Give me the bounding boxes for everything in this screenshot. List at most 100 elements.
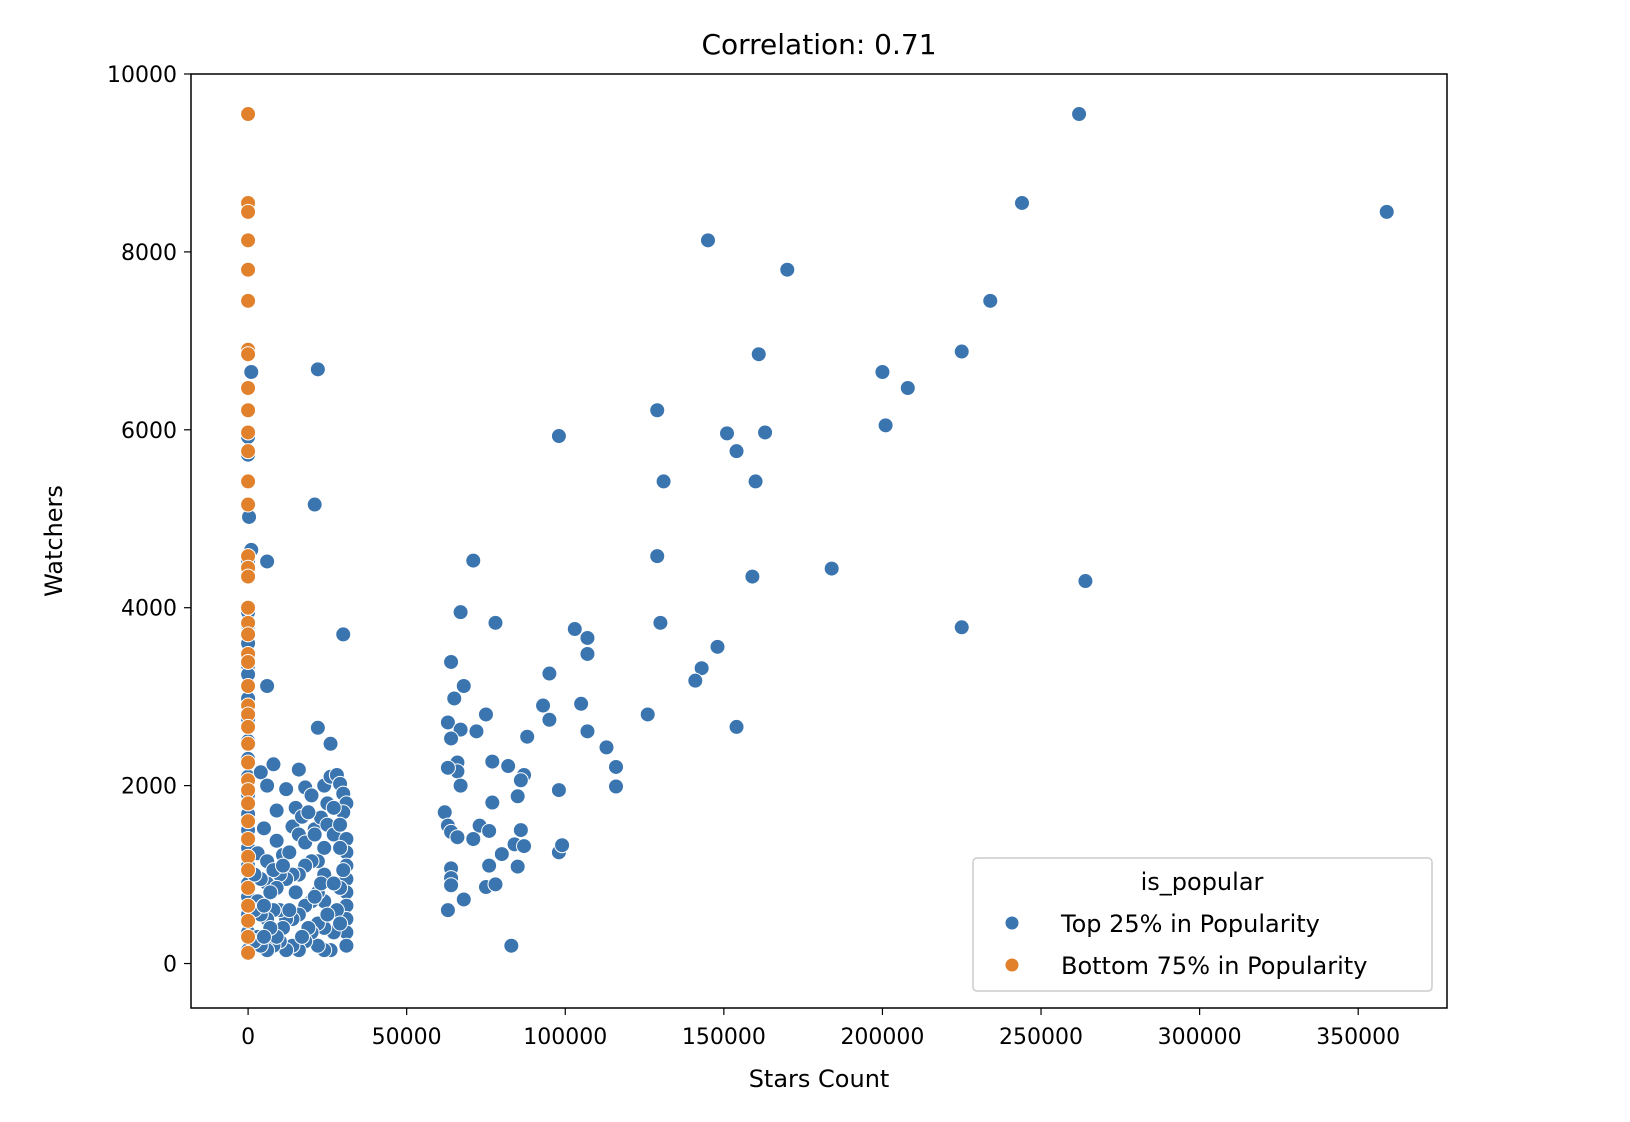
legend: is_popular Top 25% in Popularity Bottom … bbox=[972, 857, 1433, 992]
point-top-25-204 bbox=[332, 839, 349, 856]
point-top-25-39 bbox=[446, 690, 463, 707]
point-top-25-88 bbox=[455, 891, 472, 908]
point-top-25-120 bbox=[259, 777, 276, 794]
point-top-25-27 bbox=[452, 604, 469, 621]
point-top-25-126 bbox=[303, 787, 320, 804]
legend-label-top-25: Top 25% in Popularity bbox=[1060, 910, 1320, 938]
point-top-25-19 bbox=[306, 496, 323, 513]
y-tick-label-1: 2000 bbox=[121, 775, 177, 800]
point-bottom-75-8 bbox=[240, 380, 257, 396]
point-top-25-137 bbox=[268, 832, 285, 849]
point-top-25-31 bbox=[709, 638, 726, 655]
point-bottom-75-25 bbox=[240, 718, 257, 735]
point-top-25-56 bbox=[484, 753, 501, 770]
point-bottom-75-39 bbox=[240, 944, 257, 961]
x-tick-label-1: 50000 bbox=[372, 1025, 442, 1050]
point-bottom-75-31 bbox=[240, 813, 257, 830]
point-bottom-75-2 bbox=[240, 203, 257, 220]
point-top-25-9 bbox=[899, 380, 916, 396]
point-top-25-210 bbox=[274, 857, 291, 874]
legend-title: is_popular bbox=[1141, 868, 1264, 896]
point-bottom-75-33 bbox=[240, 848, 257, 865]
x-tick-label-5: 250000 bbox=[999, 1025, 1083, 1050]
chart-title: Correlation: 0.71 bbox=[701, 28, 936, 61]
point-top-25-33 bbox=[335, 626, 352, 643]
point-bottom-75-35 bbox=[240, 879, 257, 896]
point-top-25-62 bbox=[452, 777, 469, 794]
point-top-25-146 bbox=[332, 816, 349, 833]
point-bottom-75-32 bbox=[240, 830, 257, 847]
point-bottom-75-34 bbox=[240, 862, 257, 879]
point-top-25-25 bbox=[953, 619, 970, 636]
legend-marker-bottom-75 bbox=[1004, 957, 1020, 973]
point-bottom-75-26 bbox=[240, 735, 257, 752]
x-axis-title: Stars Count bbox=[749, 1065, 890, 1093]
y-tick-label-0: 0 bbox=[163, 953, 177, 978]
point-top-25-41 bbox=[573, 695, 590, 712]
point-top-25-71 bbox=[449, 829, 466, 846]
point-top-25-53 bbox=[309, 719, 326, 736]
point-top-25-36 bbox=[687, 672, 704, 689]
point-top-25-43 bbox=[639, 706, 656, 723]
point-top-25-215 bbox=[319, 906, 336, 923]
point-bottom-75-29 bbox=[240, 782, 257, 799]
point-top-25-78 bbox=[516, 838, 533, 855]
point-top-25-82 bbox=[509, 858, 526, 875]
point-top-25-74 bbox=[465, 830, 482, 847]
point-top-25-32 bbox=[579, 645, 596, 662]
point-top-25-30 bbox=[579, 629, 596, 646]
legend-label-bottom-75: Bottom 75% in Popularity bbox=[1061, 952, 1367, 980]
point-top-25-207 bbox=[300, 804, 317, 821]
point-bottom-75-13 bbox=[240, 496, 257, 513]
point-top-25-155 bbox=[338, 937, 355, 954]
point-top-25-34 bbox=[693, 660, 710, 677]
point-top-25-12 bbox=[719, 425, 736, 442]
point-top-25-121 bbox=[265, 756, 282, 773]
point-top-25-92 bbox=[259, 677, 276, 694]
x-tick-label-2: 100000 bbox=[523, 1025, 607, 1050]
point-bottom-75-16 bbox=[240, 568, 257, 585]
legend-box bbox=[972, 857, 1433, 992]
point-top-25-91 bbox=[259, 553, 276, 570]
point-top-25-213 bbox=[255, 897, 272, 914]
point-top-25-28 bbox=[487, 614, 504, 631]
y-tick-label-3: 6000 bbox=[121, 419, 177, 444]
point-top-25-216 bbox=[325, 875, 342, 892]
point-top-25-35 bbox=[541, 665, 558, 682]
point-top-25-22 bbox=[744, 568, 761, 585]
point-top-25-46 bbox=[468, 723, 485, 740]
point-top-25-49 bbox=[728, 718, 745, 735]
point-top-25-5 bbox=[982, 292, 999, 309]
point-top-25-4 bbox=[779, 261, 796, 278]
point-top-25-161 bbox=[316, 839, 333, 856]
point-top-25-23 bbox=[823, 560, 840, 577]
point-top-25-75 bbox=[512, 822, 529, 839]
point-top-25-20 bbox=[649, 548, 666, 565]
point-top-25-81 bbox=[481, 857, 498, 874]
plot-area bbox=[191, 74, 1447, 1008]
point-top-25-26 bbox=[652, 614, 669, 631]
point-top-25-51 bbox=[519, 728, 536, 745]
point-top-25-15 bbox=[728, 443, 745, 460]
x-tick-label-7: 350000 bbox=[1316, 1025, 1400, 1050]
point-top-25-122 bbox=[268, 802, 285, 819]
point-top-25-57 bbox=[500, 758, 517, 775]
point-bottom-75-3 bbox=[240, 232, 257, 249]
x-tick-label-3: 150000 bbox=[682, 1025, 766, 1050]
point-bottom-75-17 bbox=[240, 599, 257, 616]
point-bottom-75-10 bbox=[240, 424, 257, 441]
point-bottom-75-5 bbox=[240, 292, 257, 309]
point-top-25-212 bbox=[262, 884, 279, 901]
point-top-25-6 bbox=[953, 343, 970, 360]
point-bottom-75-4 bbox=[240, 261, 257, 278]
x-tick-label-4: 200000 bbox=[840, 1025, 924, 1050]
point-top-25-134 bbox=[255, 820, 272, 837]
point-top-25-209 bbox=[281, 844, 298, 861]
points-layer bbox=[240, 106, 1395, 961]
point-top-25-48 bbox=[579, 723, 596, 740]
point-bottom-75-9 bbox=[240, 402, 257, 419]
x-tick-label-0: 0 bbox=[241, 1025, 255, 1050]
point-top-25-90 bbox=[503, 937, 520, 954]
point-top-25-156 bbox=[335, 862, 352, 879]
point-top-25-64 bbox=[608, 778, 625, 795]
